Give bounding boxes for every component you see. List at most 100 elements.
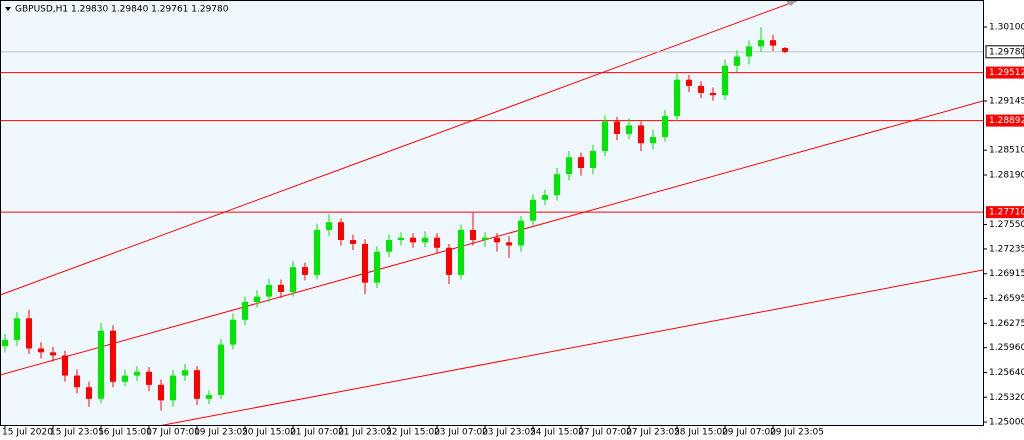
candle-body xyxy=(530,199,536,221)
x-tick-label: 21 Jul 07:00 xyxy=(290,428,344,438)
candle-body xyxy=(686,79,692,86)
y-tick-label: 1.28190 xyxy=(989,170,1024,180)
x-tick-label: 15 Jul 2020 xyxy=(2,428,53,438)
candle-body xyxy=(218,344,224,395)
candle-body xyxy=(398,237,404,241)
candle-body xyxy=(194,370,200,399)
shift-marker xyxy=(786,1,796,6)
candle-body xyxy=(62,355,68,376)
candle-body xyxy=(26,318,32,349)
candle-body xyxy=(614,121,620,134)
candle-body xyxy=(302,267,308,275)
x-tick-label: 24 Jul 15:00 xyxy=(530,428,584,438)
y-tick-label: 1.25960 xyxy=(989,343,1024,353)
candle-body xyxy=(38,348,44,353)
x-tick-label: 20 Jul 15:00 xyxy=(242,428,296,438)
candle-body xyxy=(434,237,440,248)
candle-body xyxy=(50,352,56,356)
price-level-box xyxy=(986,114,1024,127)
y-tick-label: 1.27550 xyxy=(989,220,1024,230)
candle-body xyxy=(374,251,380,283)
x-tick-label: 27 Jul 07:00 xyxy=(578,428,632,438)
candle-body xyxy=(98,330,104,399)
candle-body xyxy=(446,247,452,275)
candle-body xyxy=(230,319,236,345)
candle-body xyxy=(662,116,668,138)
candle-body xyxy=(494,237,500,243)
candle-body xyxy=(278,284,284,292)
candle-body xyxy=(74,375,80,388)
candle-body xyxy=(746,46,752,57)
trend-line xyxy=(161,269,983,425)
x-tick-label: 23 Jul 07:00 xyxy=(434,428,488,438)
candle-body xyxy=(314,229,320,275)
candle-body xyxy=(266,284,272,297)
y-tick-label: 1.25320 xyxy=(989,393,1024,403)
price-level-box xyxy=(986,66,1024,79)
price-level-box xyxy=(986,206,1024,219)
x-tick-label: 23 Jul 23:05 xyxy=(482,428,536,438)
candle-body xyxy=(554,174,560,196)
y-tick-label: 1.25000 xyxy=(989,418,1024,428)
candle-body xyxy=(470,229,476,241)
candle-body xyxy=(626,125,632,134)
candle-body xyxy=(722,65,728,96)
x-tick-label: 21 Jul 23:05 xyxy=(338,428,392,438)
candle-body xyxy=(602,121,608,151)
x-tick-label: 15 Jul 23:05 xyxy=(50,428,104,438)
candle-body xyxy=(170,375,176,401)
candle-body xyxy=(158,384,164,401)
candle-body xyxy=(110,330,116,382)
x-tick-label: 27 Jul 23:05 xyxy=(626,428,680,438)
candle-body xyxy=(782,47,788,52)
candle-body xyxy=(758,40,764,47)
candle-body xyxy=(506,242,512,246)
trend-line xyxy=(1,1,798,296)
plot-area xyxy=(0,0,984,426)
candle-body xyxy=(458,229,464,275)
current-price-box xyxy=(985,45,1024,59)
candle-body xyxy=(590,150,596,169)
trend-line xyxy=(1,100,983,376)
candle-body xyxy=(410,237,416,243)
y-tick-label: 1.26595 xyxy=(989,294,1024,304)
candle-body xyxy=(578,157,584,169)
chart-title: GBPUSD,H1 1.29830 1.29840 1.29761 1.2978… xyxy=(15,5,229,15)
candle-body xyxy=(182,370,188,376)
candle-body xyxy=(362,243,368,283)
candle-body xyxy=(14,318,20,340)
plot-content xyxy=(1,1,983,425)
candle-body xyxy=(770,40,776,46)
candle-body xyxy=(350,240,356,244)
candle-body xyxy=(386,240,392,252)
candle-body xyxy=(254,296,260,303)
candle-body xyxy=(290,267,296,292)
candle-body xyxy=(134,371,140,376)
candle-body xyxy=(566,157,572,175)
candle-body xyxy=(542,195,548,200)
y-tick-label: 1.29145 xyxy=(989,97,1024,107)
candle-body xyxy=(674,79,680,117)
candle-body xyxy=(638,125,644,144)
axes: 1.30100 1.29145 1.28510 1.28190 1.27550 1.272… xyxy=(2,23,1024,438)
candle-body xyxy=(710,92,716,96)
y-tick-label: 1.26275 xyxy=(989,319,1024,329)
price-level-label: 1.29512 xyxy=(989,68,1024,78)
x-tick-label: 17 Jul 07:00 xyxy=(146,428,200,438)
candle-body xyxy=(650,137,656,144)
x-tick-label: 22 Jul 15:00 xyxy=(386,428,440,438)
candle-body xyxy=(206,394,212,399)
x-tick-label: 16 Jul 15:00 xyxy=(98,428,152,438)
candle-body xyxy=(698,85,704,93)
candle-body xyxy=(518,220,524,246)
x-tick-label: 19 Jul 23:05 xyxy=(194,428,248,438)
candle-body xyxy=(326,222,332,230)
x-tick-label: 29 Jul 23:05 xyxy=(770,428,824,438)
y-tick-label: 1.28510 xyxy=(989,146,1024,156)
candle-body xyxy=(2,339,8,347)
price-level-label: 1.28892 xyxy=(989,116,1024,126)
menu-arrow[interactable] xyxy=(5,7,11,11)
candle-body xyxy=(338,222,344,241)
candle-body xyxy=(242,302,248,320)
